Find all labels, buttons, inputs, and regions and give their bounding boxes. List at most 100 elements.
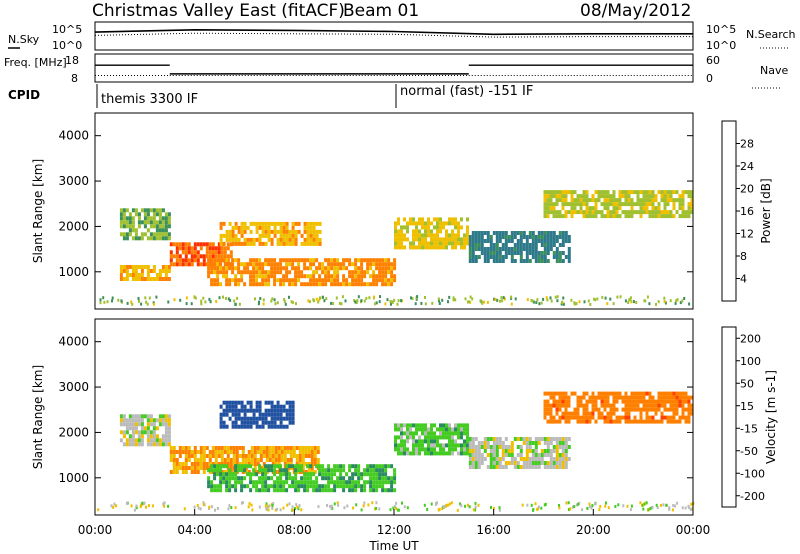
heatmap-cell (167, 265, 171, 269)
heatmap-cell (390, 480, 394, 485)
heatmap-cell (294, 270, 298, 275)
heatmap-cell (220, 470, 224, 474)
colorbar-tick-label: 24 (740, 160, 754, 173)
heatmap-cell (562, 302, 565, 306)
heatmap-cell (143, 277, 147, 281)
heatmap-cell (655, 302, 657, 306)
heatmap-cell (210, 484, 214, 489)
heatmap-cell (669, 190, 673, 195)
heatmap-cell (480, 235, 484, 239)
x-tick-label: 20:00 (576, 523, 611, 537)
heatmap-cell (552, 251, 556, 255)
heatmap-cell (155, 208, 159, 213)
heatmap-cell (372, 262, 376, 267)
heatmap-cell (421, 217, 424, 222)
heatmap-cell (525, 465, 529, 469)
heatmap-cell (270, 229, 274, 234)
heatmap-cell (315, 476, 319, 481)
heatmap-cell (390, 488, 394, 493)
heatmap-cell (258, 274, 262, 279)
heatmap-cell (564, 441, 568, 445)
heatmap-cell (354, 270, 358, 275)
heatmap-cell (273, 412, 277, 417)
heatmap-cell (606, 403, 610, 408)
heatmap-cell (651, 407, 655, 412)
heatmap-cell (531, 243, 535, 247)
heatmap-cell (513, 231, 517, 235)
heatmap-cell (684, 214, 688, 219)
heatmap-cell (307, 450, 311, 454)
heatmap-cell (612, 419, 616, 424)
heatmap-cell (228, 233, 232, 238)
heatmap-cell (378, 464, 382, 469)
heatmap-cell (570, 298, 573, 302)
heatmap-cell (480, 243, 484, 247)
heatmap-cell (540, 255, 544, 259)
heatmap-cell (303, 480, 307, 485)
heatmap-cell (498, 247, 502, 251)
heatmap-cell (360, 278, 364, 283)
heatmap-cell (315, 241, 319, 246)
heatmap-cell (454, 431, 457, 436)
heatmap-cell (372, 468, 376, 473)
heatmap-cell (261, 233, 265, 238)
heatmap-cell (321, 278, 325, 283)
heatmap-cell (498, 231, 502, 235)
heatmap-cell (366, 472, 370, 477)
heatmap-cell (474, 239, 478, 243)
heatmap-cell (549, 437, 553, 441)
heatmap-cell (208, 454, 212, 458)
heatmap-cell (294, 241, 298, 246)
heatmap-cell (460, 451, 463, 456)
heatmap-cell (285, 408, 289, 413)
heatmap-cell (531, 449, 535, 453)
heatmap-cell (158, 212, 162, 217)
heatmap-cell (394, 233, 397, 238)
heatmap-cell (134, 438, 138, 443)
heatmap-cell (627, 419, 631, 424)
heatmap-cell (313, 454, 317, 458)
heatmap-cell (378, 480, 382, 485)
heatmap-cell (372, 480, 376, 485)
heatmap-cell (315, 488, 319, 493)
heatmap-cell (394, 229, 397, 234)
heatmap-cell (397, 237, 400, 242)
heatmap-cell (271, 462, 275, 466)
heatmap-cell (630, 419, 634, 424)
heatmap-cell (285, 412, 289, 417)
heatmap-cell (309, 225, 313, 230)
heatmap-cell (321, 266, 325, 271)
heatmap-cell (252, 412, 256, 417)
heatmap-cell (228, 504, 231, 508)
heatmap-cell (225, 404, 229, 409)
heatmap-cell (125, 426, 129, 431)
heatmap-cell (258, 408, 262, 413)
heatmap-cell (561, 214, 565, 219)
heatmap-cell (187, 450, 191, 454)
heatmap-cell (663, 415, 667, 420)
heatmap-cell (225, 412, 229, 417)
heatmap-cell (474, 505, 477, 509)
heatmap-cell (240, 488, 244, 493)
heatmap-cell (143, 430, 147, 435)
heatmap-cell (205, 246, 209, 251)
heatmap-cell (591, 411, 595, 416)
heatmap-cell (433, 451, 436, 456)
heatmap-cell (318, 262, 322, 267)
heatmap-cell (442, 241, 445, 246)
heatmap-cell (345, 282, 349, 287)
heatmap-cell (146, 236, 150, 241)
heatmap-cell (125, 269, 129, 273)
heatmap-cell (149, 220, 153, 225)
heatmap-cell (144, 296, 147, 300)
heatmap-cell (681, 299, 684, 303)
heatmap-cell (306, 237, 310, 242)
heatmap-cell (669, 395, 673, 400)
heatmap-cell (378, 484, 382, 489)
heatmap-cell (477, 243, 481, 247)
heatmap-cell (597, 210, 601, 215)
heatmap-cell (468, 505, 471, 509)
heatmap-cell (433, 443, 436, 448)
noise-right-tick-top: 10^5 (706, 23, 736, 36)
heatmap-cell (307, 299, 310, 303)
